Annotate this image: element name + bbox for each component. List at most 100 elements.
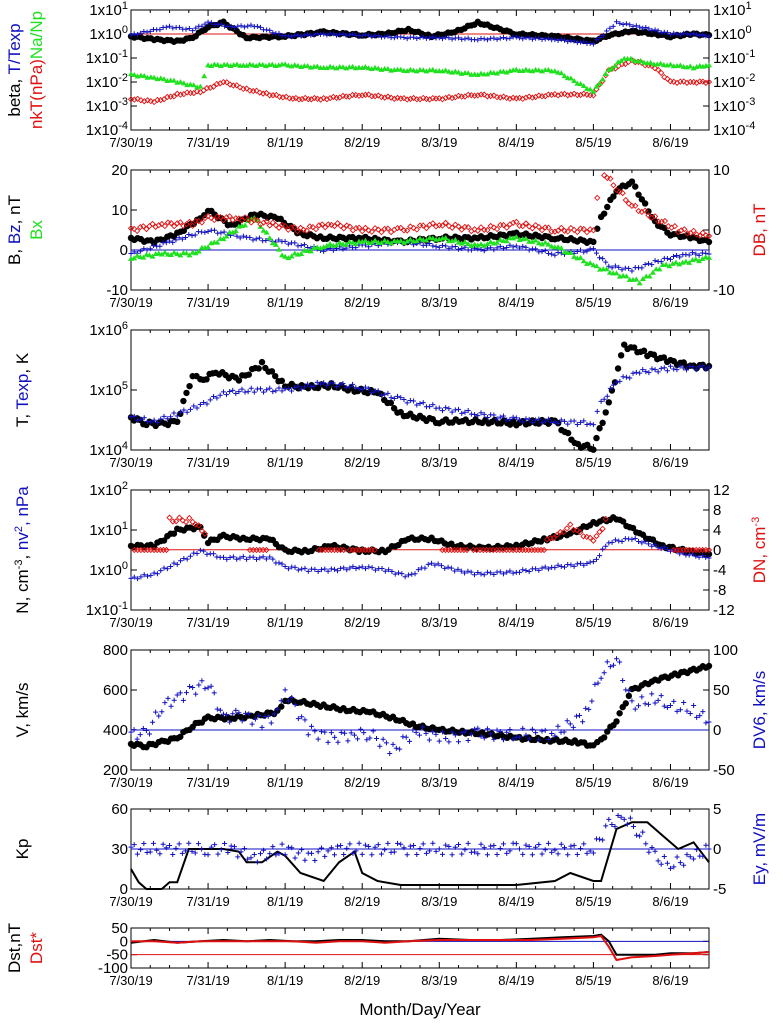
data-point (432, 562, 438, 568)
data-point (590, 446, 597, 453)
data-point (137, 732, 143, 738)
data-point (230, 387, 236, 393)
data-point (481, 572, 487, 578)
data-point (558, 417, 564, 423)
data-point (282, 61, 289, 67)
y-tick-label: -100 (98, 960, 128, 977)
data-point (448, 94, 456, 102)
data-point (356, 840, 362, 846)
x-tick-label: 8/5/19 (575, 615, 611, 630)
data-point (158, 568, 164, 574)
data-point (404, 227, 411, 234)
data-point (510, 570, 516, 576)
data-point (488, 245, 494, 251)
y-tick-label: 400 (103, 722, 128, 739)
data-point (198, 219, 206, 226)
x-tick-label: 8/2/19 (344, 894, 380, 909)
panel-p4: 7/30/19 7/31/19 8/1/19 8/2/19 8/3/19 8/4/19 8/… (13, 480, 769, 630)
data-point (149, 220, 156, 228)
data-point (494, 70, 501, 76)
data-point (497, 236, 504, 242)
data-point (267, 385, 273, 391)
data-point (602, 409, 609, 416)
data-point (426, 737, 432, 743)
data-point (478, 571, 484, 577)
data-point (404, 852, 410, 858)
data-point (578, 419, 584, 425)
data-point (667, 703, 673, 709)
data-point (362, 224, 369, 232)
data-point (315, 568, 321, 574)
data-point (163, 24, 169, 30)
data-point (389, 568, 395, 574)
data-point (267, 851, 273, 857)
x-tick-label: 8/2/19 (344, 455, 380, 470)
x-tick-label: 8/1/19 (267, 894, 303, 909)
data-point (401, 35, 407, 41)
data-point (141, 840, 147, 846)
data-point (191, 403, 197, 409)
data-point (221, 229, 227, 235)
data-point (189, 233, 195, 239)
data-point (574, 249, 580, 255)
data-point (580, 225, 587, 233)
data-point (145, 573, 151, 579)
data-point (184, 409, 190, 415)
data-point (523, 568, 529, 574)
data-point (706, 719, 712, 725)
data-point (507, 848, 513, 854)
data-point (574, 40, 580, 46)
data-point (549, 251, 555, 257)
data-point (430, 729, 436, 735)
data-point (382, 568, 388, 574)
data-point (393, 745, 399, 751)
data-point (484, 71, 491, 77)
data-point (278, 703, 285, 710)
data-point (642, 207, 649, 214)
data-point (330, 380, 336, 386)
data-point (299, 714, 305, 720)
data-point (138, 416, 144, 422)
data-point (633, 276, 640, 282)
data-point (259, 724, 265, 730)
data-point (365, 227, 372, 234)
data-point (423, 730, 429, 736)
x-tick-label: 7/30/19 (109, 295, 152, 310)
x-tick-label: 8/3/19 (421, 455, 457, 470)
data-point (298, 250, 305, 256)
data-point (545, 737, 551, 743)
data-point (234, 556, 240, 562)
data-point (700, 709, 706, 715)
data-point (465, 568, 471, 574)
data-point (606, 816, 612, 822)
data-point (314, 31, 320, 37)
data-point (390, 741, 396, 747)
data-point (526, 569, 532, 575)
data-point (404, 238, 411, 244)
data-point (391, 395, 397, 401)
x-tick-label: 8/5/19 (575, 135, 611, 150)
data-point (545, 241, 552, 247)
data-point (494, 852, 500, 858)
data-point (232, 227, 239, 233)
data-point (643, 369, 649, 375)
data-point (238, 217, 246, 224)
x-tick-label: 8/5/19 (575, 295, 611, 310)
data-point (265, 713, 271, 719)
data-point (302, 857, 308, 863)
series-green-triangle (128, 55, 712, 94)
data-point (334, 220, 341, 227)
x-tick-label: 8/5/19 (575, 894, 611, 909)
data-point (465, 840, 471, 846)
x-tick-label: 8/2/19 (344, 973, 380, 988)
data-point (292, 240, 298, 246)
data-point (202, 21, 208, 27)
data-point (573, 526, 581, 534)
data-point (291, 224, 298, 231)
data-point (449, 36, 455, 42)
data-point (224, 712, 230, 718)
data-point (558, 841, 564, 847)
data-point (144, 97, 151, 104)
data-point (497, 414, 503, 420)
data-point (179, 236, 185, 242)
